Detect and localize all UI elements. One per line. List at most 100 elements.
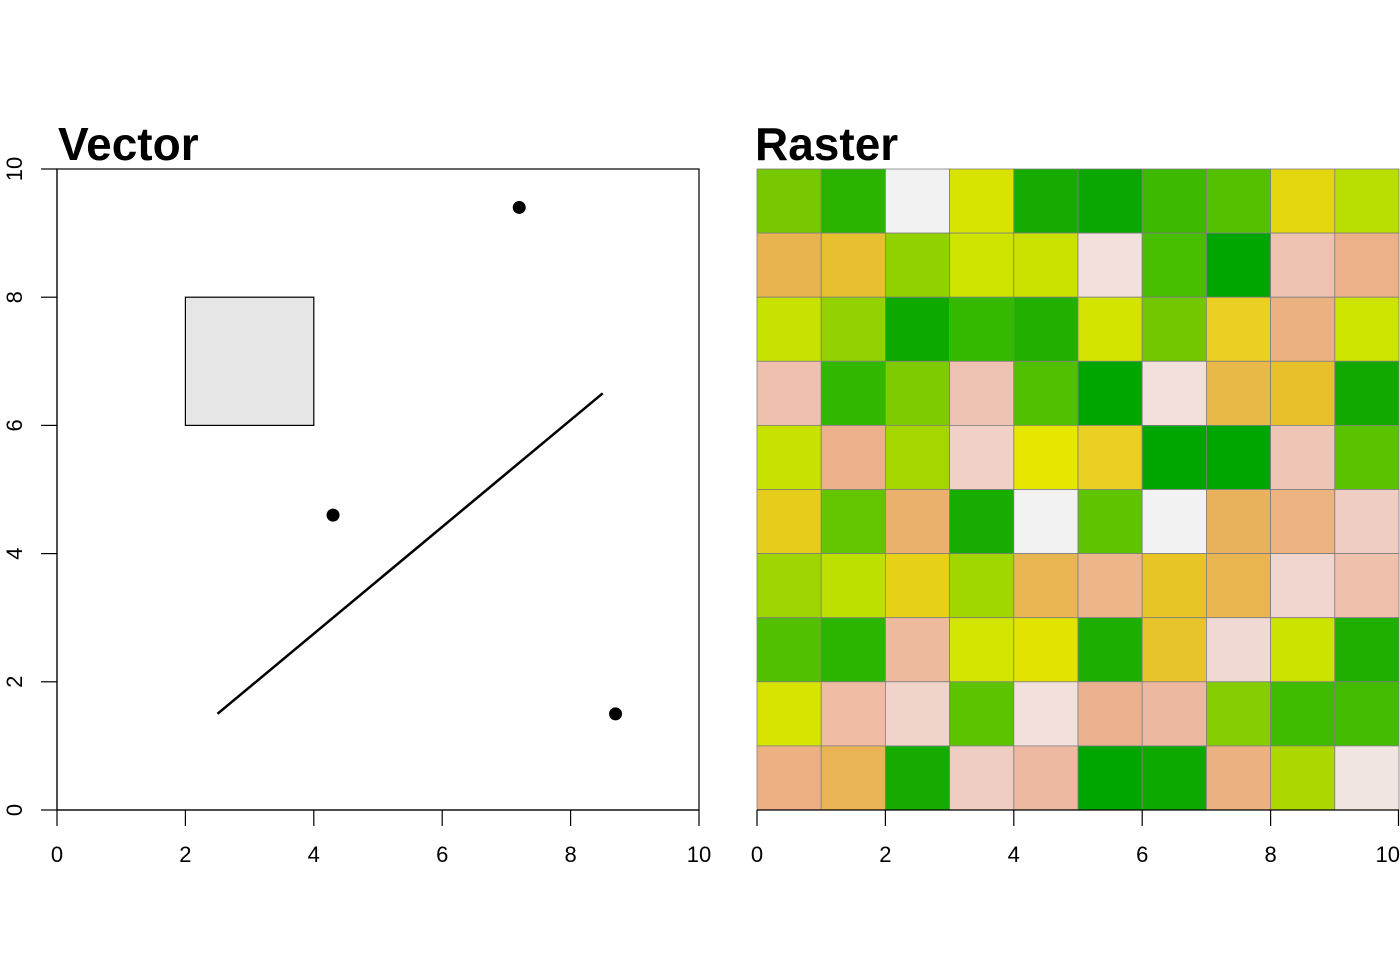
raster-cell: [1334, 360, 1400, 426]
raster-cell: [820, 232, 886, 298]
raster-cell: [949, 745, 1015, 811]
raster-cell: [820, 617, 886, 683]
raster-cell: [1334, 745, 1400, 811]
raster-cell: [1141, 617, 1207, 683]
raster-title: Raster: [755, 118, 898, 170]
vector-polygon: [184, 296, 315, 427]
raster-cell: [1077, 360, 1143, 426]
vector-y-tick-label: 0: [2, 804, 27, 816]
vector-y-tick-label: 10: [2, 157, 27, 181]
vector-x-axis: 0 2 4 6 8 10: [51, 809, 711, 867]
raster-cell: [1141, 296, 1207, 362]
raster-cell: [949, 424, 1015, 490]
raster-cell: [756, 424, 822, 490]
raster-cell: [820, 681, 886, 747]
raster-cell: [949, 489, 1015, 554]
raster-cell: [820, 553, 886, 619]
raster-x-tick-label: 4: [1008, 842, 1020, 867]
vector-x-tick-label: 0: [51, 842, 63, 867]
raster-x-tick-label: 6: [1136, 842, 1148, 867]
raster-cell: [1334, 553, 1400, 619]
raster-cell: [756, 745, 822, 811]
vector-point: [609, 707, 623, 721]
vector-y-tick-label: 6: [2, 419, 27, 431]
raster-cell: [756, 168, 822, 234]
vector-x-tick-label: 4: [308, 842, 320, 867]
raster-cell: [1077, 745, 1143, 811]
vector-y-tick-label: 2: [2, 676, 27, 688]
raster-cell: [1141, 232, 1207, 298]
raster-cell: [756, 681, 822, 747]
raster-cell: [1077, 553, 1143, 619]
raster-cell: [1334, 424, 1400, 490]
raster-cell: [1206, 489, 1272, 554]
vector-x-tick-label: 2: [179, 842, 191, 867]
raster-cell: [885, 232, 951, 298]
raster-cell: [1141, 745, 1207, 811]
raster-cell: [1206, 553, 1272, 619]
raster-cell: [820, 296, 886, 362]
raster-x-tick-label: 8: [1264, 842, 1276, 867]
vector-point: [326, 508, 340, 522]
raster-cell: [949, 232, 1015, 298]
raster-cell: [1206, 360, 1272, 426]
vector-line: [216, 392, 604, 715]
raster-cell: [949, 617, 1015, 683]
raster-plot: Raster 0 2 4 6 8 10: [751, 118, 1400, 867]
vector-y-tick-label: 4: [2, 547, 27, 559]
raster-cell: [1077, 232, 1143, 298]
raster-x-tick-label: 10: [1376, 842, 1400, 867]
raster-cell: [949, 296, 1015, 362]
raster-cell: [949, 360, 1015, 426]
raster-cell: [820, 745, 886, 811]
raster-cell: [1013, 168, 1079, 234]
raster-cell: [1270, 489, 1336, 554]
raster-cell: [1270, 553, 1336, 619]
raster-cell: [820, 424, 886, 490]
raster-cell: [1270, 424, 1336, 490]
raster-cell: [1013, 681, 1079, 747]
raster-cell: [820, 168, 886, 234]
raster-cell: [885, 296, 951, 362]
raster-cell: [1334, 168, 1400, 234]
raster-cell: [756, 296, 822, 362]
raster-cell: [1141, 360, 1207, 426]
raster-cell: [1141, 681, 1207, 747]
raster-x-axis: 0 2 4 6 8 10: [751, 809, 1400, 867]
raster-cell: [1013, 553, 1079, 619]
vector-x-tick-label: 8: [564, 842, 576, 867]
raster-cell: [885, 168, 951, 234]
vector-x-tick-label: 6: [436, 842, 448, 867]
raster-cell: [949, 168, 1015, 234]
raster-cell: [1270, 745, 1336, 811]
raster-cell: [885, 360, 951, 426]
raster-cell: [1077, 424, 1143, 490]
raster-cell: [1334, 489, 1400, 554]
vector-plot: Vector 0 2 4 6 8 10 0 2 4 6 8 10: [2, 118, 711, 867]
raster-cell: [885, 489, 951, 554]
raster-cell: [756, 232, 822, 298]
raster-cell: [885, 553, 951, 619]
raster-cell: [820, 360, 886, 426]
raster-cell: [885, 617, 951, 683]
raster-cell: [1270, 232, 1336, 298]
vector-y-tick-label: 8: [2, 291, 27, 303]
raster-cell: [820, 489, 886, 554]
raster-cell: [885, 424, 951, 490]
raster-cell: [1013, 360, 1079, 426]
raster-cell: [1077, 617, 1143, 683]
raster-cell: [949, 553, 1015, 619]
raster-cell: [1270, 681, 1336, 747]
raster-cell: [1141, 553, 1207, 619]
raster-cell: [1270, 296, 1336, 362]
raster-x-tick-label: 2: [879, 842, 891, 867]
raster-cell: [1141, 424, 1207, 490]
raster-cell: [949, 681, 1015, 747]
raster-cell: [1013, 745, 1079, 811]
raster-cells: [756, 168, 1400, 811]
raster-cell: [1206, 617, 1272, 683]
raster-cell: [1206, 168, 1272, 234]
vector-y-axis: 0 2 4 6 8 10: [2, 157, 58, 816]
raster-cell: [1206, 681, 1272, 747]
